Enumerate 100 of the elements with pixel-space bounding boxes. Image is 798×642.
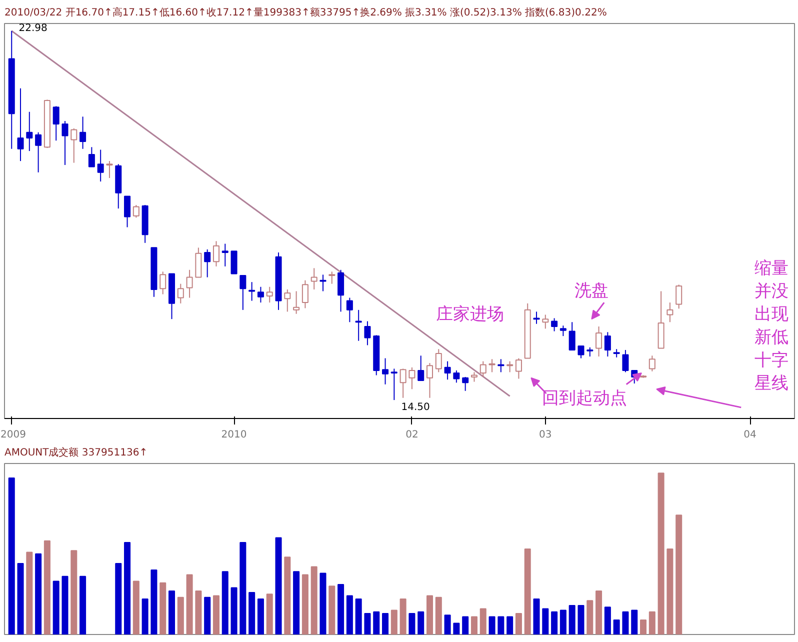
bar (266, 594, 273, 634)
candlestick (222, 243, 228, 267)
bar (8, 478, 15, 634)
candlestick (204, 248, 211, 278)
candlestick (328, 271, 336, 284)
candlestick (35, 132, 42, 173)
bar (480, 608, 486, 634)
bar (631, 610, 638, 634)
candlestick (666, 302, 674, 323)
annotation: 22.98 (18, 22, 48, 34)
x-tick-label: 03 (539, 430, 552, 440)
bar (462, 616, 469, 634)
candlestick (186, 269, 193, 298)
candlestick (266, 286, 273, 304)
bar (338, 584, 344, 634)
bar (80, 576, 86, 634)
candlestick (195, 247, 202, 278)
candlestick (408, 366, 416, 390)
text: 14.50 (401, 402, 430, 414)
candlestick (284, 288, 291, 312)
bar (658, 472, 664, 634)
candlestick (240, 275, 246, 310)
candlestick (26, 111, 33, 152)
bar (293, 571, 300, 634)
candlestick (302, 280, 308, 309)
candlestick (444, 360, 451, 380)
candlestick (426, 362, 434, 398)
candlestick (230, 250, 238, 274)
bar (435, 596, 442, 634)
bar (408, 613, 416, 634)
bar (248, 592, 256, 634)
bar (613, 619, 620, 634)
bar (240, 542, 246, 634)
bar (453, 622, 460, 634)
bar (132, 580, 140, 634)
candlestick (480, 360, 486, 378)
bar (524, 548, 531, 634)
candlestick (648, 355, 656, 372)
bar (470, 616, 478, 634)
bar (515, 613, 522, 634)
x-tick-label: 2009 (0, 430, 26, 440)
candlestick (70, 128, 78, 164)
bar (533, 598, 540, 634)
candlestick (462, 376, 469, 392)
annotation: 洗盘 (574, 281, 609, 302)
annotation: 庄家进场 (436, 304, 504, 325)
candlestick (515, 358, 522, 380)
candlestick (80, 116, 86, 150)
bar (444, 614, 451, 634)
candlestick (604, 332, 611, 358)
bar (640, 619, 647, 634)
bar (124, 542, 131, 634)
candlestick (346, 297, 353, 323)
candlestick (488, 358, 496, 373)
bar (168, 590, 176, 634)
bar (177, 596, 184, 634)
bar (578, 604, 584, 634)
bar (328, 586, 336, 634)
bar (212, 595, 220, 634)
bar (320, 572, 326, 634)
candlestick (97, 149, 104, 182)
candlestick (568, 322, 576, 350)
candlestick (542, 314, 549, 330)
candlestick (310, 268, 318, 290)
bar (676, 514, 682, 634)
candlestick (418, 355, 424, 381)
candlestick (364, 320, 371, 346)
bar (150, 569, 158, 634)
chart-title: 2010/03/22 开16.70↑高17.15↑低16.60↑收17.12↑量199383↑额33795↑换2.69% 振3.31% 涨(0.52)3.13% 指数(6.83)0.22% (4, 6, 607, 18)
bar (648, 611, 656, 634)
bar (382, 613, 389, 634)
bar (204, 596, 211, 634)
bar (488, 616, 496, 634)
bar (44, 540, 50, 634)
bar (586, 600, 594, 634)
bar (35, 553, 42, 634)
candlestick (177, 283, 184, 304)
bar (52, 580, 60, 634)
candlestick (355, 309, 362, 342)
bar (115, 563, 122, 634)
candlestick (382, 358, 389, 385)
bar (666, 548, 674, 634)
candlestick (622, 349, 629, 373)
bar (302, 574, 308, 634)
candlestick (17, 88, 24, 162)
candlestick (124, 196, 131, 228)
chart-title: AMOUNT成交额 337951136↑ (4, 446, 148, 458)
candlestick (435, 348, 442, 373)
bar (17, 563, 24, 634)
candlestick (88, 146, 95, 168)
candlestick (257, 286, 264, 304)
bar (142, 598, 148, 634)
x-tick-label: 04 (744, 430, 756, 440)
candlestick (293, 290, 300, 314)
candlestick (52, 106, 60, 142)
candlestick (160, 271, 166, 295)
bar (284, 556, 291, 634)
candlestick (578, 346, 584, 359)
bar (596, 590, 602, 634)
candlestick (560, 325, 566, 337)
